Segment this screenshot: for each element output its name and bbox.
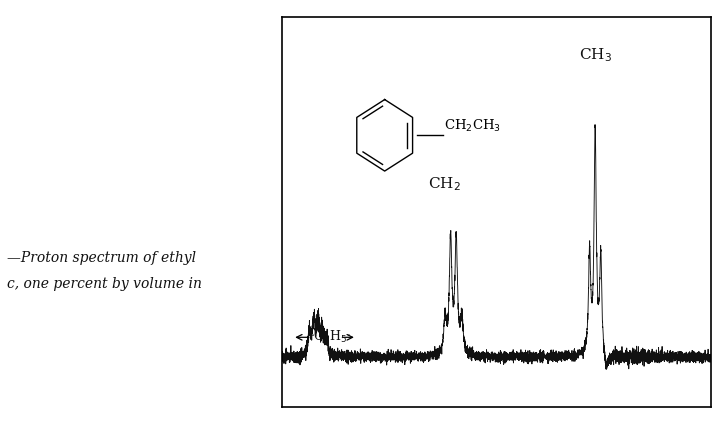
Text: CH$_3$: CH$_3$: [578, 46, 612, 64]
Text: —Proton spectrum of ethyl: —Proton spectrum of ethyl: [7, 251, 196, 265]
Text: CH$_2$: CH$_2$: [428, 175, 461, 193]
Text: CH$_2$CH$_3$: CH$_2$CH$_3$: [444, 117, 501, 133]
Text: c, one percent by volume in: c, one percent by volume in: [7, 277, 202, 291]
Text: $\cdot$C$_6$H$_5$$\cdot$: $\cdot$C$_6$H$_5$$\cdot$: [310, 329, 352, 346]
